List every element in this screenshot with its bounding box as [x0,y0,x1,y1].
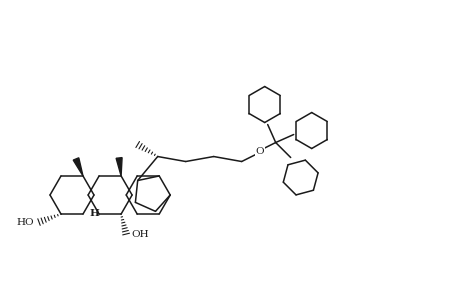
Text: OH: OH [131,230,149,238]
Text: O: O [255,147,263,156]
Polygon shape [116,158,122,176]
Text: HO: HO [16,218,34,226]
Polygon shape [73,158,83,176]
Text: H: H [89,208,99,217]
